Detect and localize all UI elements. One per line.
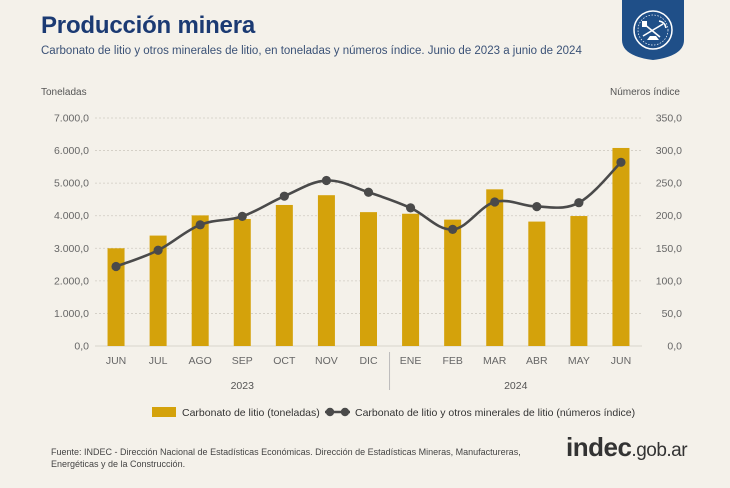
line-point <box>574 198 584 208</box>
year-label: 2024 <box>504 380 528 392</box>
line-point <box>363 187 374 197</box>
right-tick-label: 350,0 <box>656 113 682 125</box>
line-point <box>448 224 458 234</box>
left-tick-label: 5.000,0 <box>54 178 89 190</box>
bar <box>612 147 630 346</box>
left-tick-label: 7.000,0 <box>54 113 89 125</box>
legend-label-line: Carbonato de litio y otros minerales de … <box>355 407 635 419</box>
legend-swatch-point <box>325 407 335 417</box>
page-title: Producción minera <box>41 12 255 39</box>
x-tick-label: JUN <box>611 355 631 367</box>
x-tick-label: JUN <box>106 355 126 367</box>
x-tick-label: AGO <box>189 355 212 367</box>
x-tick-label: SEP <box>232 355 253 367</box>
x-tick-label: MAR <box>483 355 507 367</box>
line-point <box>153 245 163 255</box>
x-tick-label: OCT <box>273 355 296 367</box>
x-tick-label: ENE <box>400 355 422 367</box>
line-point <box>532 201 542 212</box>
brand-logo: indec.gob.ar <box>566 432 688 463</box>
bar <box>486 189 504 346</box>
right-tick-label: 200,0 <box>656 210 682 222</box>
bar <box>570 216 588 346</box>
bar <box>233 218 251 346</box>
x-tick-label: JUL <box>149 355 168 367</box>
left-tick-label: 1.000,0 <box>54 308 89 320</box>
brand-logo-domain: .gob.ar <box>631 440 688 461</box>
bar <box>444 219 462 346</box>
right-tick-label: 250,0 <box>656 178 682 190</box>
source-note: Fuente: INDEC - Dirección Nacional de Es… <box>51 447 521 469</box>
x-tick-label: MAY <box>568 355 590 367</box>
right-tick-label: 150,0 <box>656 243 682 255</box>
legend-swatch-point <box>340 407 350 417</box>
brand-logo-main: indec <box>566 432 632 462</box>
line-point <box>490 197 500 207</box>
right-axis-title: Números índice <box>610 87 680 98</box>
left-tick-label: 3.000,0 <box>54 243 89 255</box>
line-point <box>321 175 332 186</box>
right-tick-label: 100,0 <box>656 275 682 287</box>
x-tick-label: DIC <box>359 355 378 367</box>
bar <box>528 221 546 346</box>
x-tick-label: ABR <box>526 355 548 367</box>
line-point <box>279 191 289 201</box>
page-subtitle: Carbonato de litio y otros minerales de … <box>41 45 582 57</box>
legend-swatch-bar <box>152 407 176 417</box>
left-axis-title: Toneladas <box>41 87 87 98</box>
line-point <box>405 203 416 213</box>
bar <box>360 212 377 346</box>
legend-label-bar: Carbonato de litio (toneladas) <box>182 407 320 419</box>
bar <box>191 215 209 346</box>
bar <box>402 213 420 346</box>
x-tick-label: NOV <box>315 355 338 367</box>
left-tick-label: 6.000,0 <box>54 145 89 157</box>
bar <box>107 248 125 346</box>
left-tick-label: 0,0 <box>74 341 89 353</box>
line-point <box>111 261 121 272</box>
right-tick-label: 50,0 <box>662 308 683 320</box>
bar <box>317 195 335 346</box>
year-label: 2023 <box>231 380 255 392</box>
chart-area: Toneladas Números índice 0,0 0,0 1.000,0 50… <box>41 87 683 419</box>
line-point <box>195 220 205 230</box>
right-tick-label: 0,0 <box>667 341 682 353</box>
x-tick-label: FEB <box>442 355 462 367</box>
bar <box>149 235 167 346</box>
left-tick-label: 4.000,0 <box>54 210 89 222</box>
line-point <box>616 157 626 167</box>
mining-seal-icon <box>622 0 684 60</box>
left-tick-label: 2.000,0 <box>54 275 89 287</box>
right-tick-label: 300,0 <box>656 145 682 157</box>
line-point <box>237 211 247 221</box>
bar <box>275 204 293 346</box>
